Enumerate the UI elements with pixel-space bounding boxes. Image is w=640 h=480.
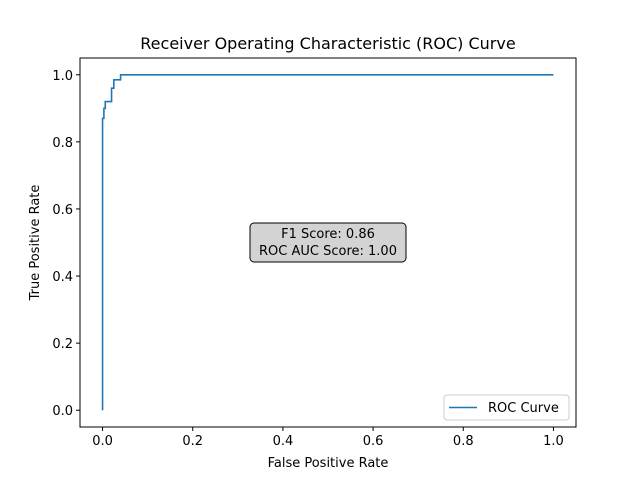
f1-score-text: F1 Score: 0.86 [281,227,375,242]
x-axis: 0.0 0.2 0.4 0.6 0.8 1.0 [92,427,564,449]
legend: ROC Curve [443,394,570,421]
legend-label-roc-curve: ROC Curve [488,401,559,416]
x-tick-label: 0.6 [363,434,384,449]
y-axis-label: True Positive Rate [28,185,43,302]
plot-frame [79,57,577,428]
y-tick-label: 1.0 [52,69,73,84]
x-tick-label: 1.0 [543,434,564,449]
chart-title: Receiver Operating Characteristic (ROC) … [140,34,515,53]
y-tick-label: 0.0 [52,404,73,419]
x-tick-label: 0.2 [182,434,203,449]
y-axis: 0.0 0.2 0.4 0.6 0.8 1.0 [52,69,80,419]
x-tick-label: 0.4 [273,434,294,449]
x-tick-label: 0.8 [453,434,474,449]
x-tick-label: 0.0 [92,434,113,449]
y-tick-label: 0.2 [52,337,73,352]
series-line-roc-curve [101,73,554,411]
y-tick-label: 0.4 [52,270,73,285]
legend-box [443,394,570,421]
roc-auc-score-text: ROC AUC Score: 1.00 [259,244,397,259]
x-axis-label: False Positive Rate [268,456,389,471]
y-tick-label: 0.6 [52,203,73,218]
y-tick-label: 0.8 [52,136,73,151]
score-annotation: F1 Score: 0.86 ROC AUC Score: 1.00 [249,222,407,263]
annotation-box [249,222,407,263]
plot-area [101,73,554,411]
